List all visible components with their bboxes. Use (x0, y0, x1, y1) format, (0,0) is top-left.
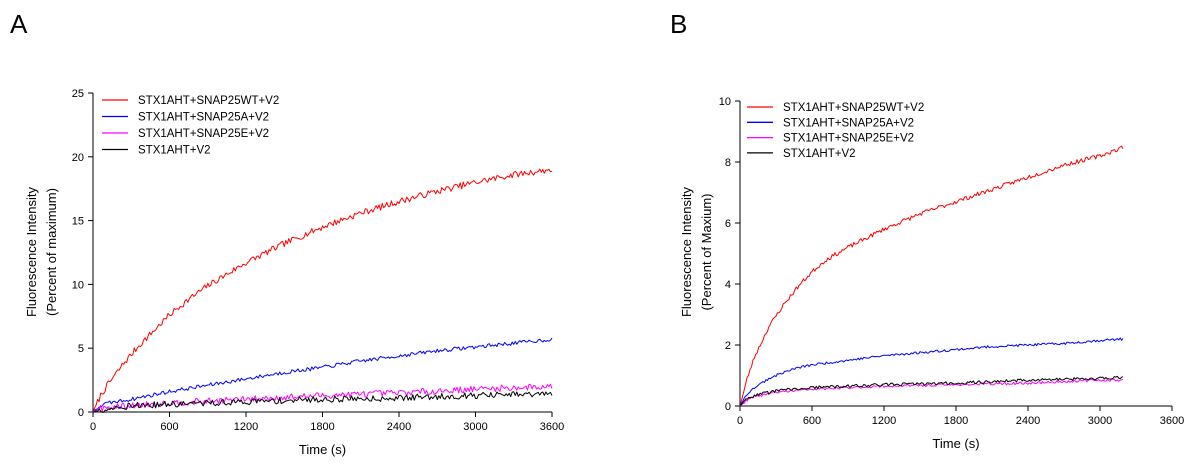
legend-label: STX1AHT+SNAP25A+V2 (138, 112, 269, 124)
legend-label: STX1AHT+SNAP25A+V2 (783, 117, 914, 129)
y-tick-label: 2 (725, 340, 731, 352)
x-tick-label: 2400 (1016, 415, 1040, 427)
y-tick-label: 10 (719, 96, 731, 108)
series-line-1 (739, 337, 1124, 407)
x-tick-label: 3600 (1160, 415, 1184, 427)
panel-label: B (670, 9, 687, 39)
x-axis-title: Time (s) (299, 442, 346, 457)
y-tick-label: 0 (78, 407, 84, 419)
y-tick-label: 5 (78, 343, 84, 355)
legend-label: STX1AHT+SNAP25WT+V2 (138, 95, 279, 107)
panel-a: A 0 600 1200 1800 2400 3000 3600 0 5 10 15 20 25 Time … (10, 9, 564, 457)
x-tick-label: 600 (803, 415, 821, 427)
x-tick-label: 3000 (1088, 415, 1112, 427)
y-tick-label: 8 (725, 157, 731, 169)
series-line-1 (92, 337, 553, 413)
x-tick-label: 1800 (310, 421, 334, 433)
series-line-3 (92, 391, 553, 413)
legend-label: STX1AHT+V2 (783, 148, 856, 160)
y-axis-subtitle: (Percent of Maxium) (699, 193, 714, 310)
y-axis-title: Fluorescence Intensity (679, 186, 694, 317)
x-tick-label: 3000 (463, 421, 487, 433)
x-tick-label: 1200 (234, 421, 258, 433)
y-tick-label: 0 (725, 401, 731, 413)
legend-label: STX1AHT+SNAP25E+V2 (138, 128, 269, 140)
y-tick-label: 4 (725, 279, 731, 291)
legend-label: STX1AHT+SNAP25E+V2 (783, 133, 914, 145)
series-line-0 (92, 168, 553, 413)
x-tick-label: 0 (90, 421, 96, 433)
y-tick-label: 15 (72, 216, 84, 228)
y-axis-subtitle: (Percent of maximum) (44, 188, 59, 316)
y-tick-label: 25 (72, 88, 84, 100)
x-tick-label: 1200 (872, 415, 896, 427)
panel-b: B 0 600 1200 1800 2400 3000 3600 0 2 4 6 8 10 Time (s)… (670, 9, 1184, 451)
y-tick-label: 10 (72, 279, 84, 291)
legend-label: STX1AHT+SNAP25WT+V2 (783, 102, 924, 114)
series-line-3 (739, 375, 1124, 407)
panel-label: A (10, 9, 28, 39)
series-line-0 (739, 145, 1124, 407)
y-tick-label: 20 (72, 152, 84, 164)
y-tick-label: 6 (725, 218, 731, 230)
legend-label: STX1AHT+V2 (138, 145, 211, 157)
series-line-2 (92, 383, 553, 413)
x-tick-label: 2400 (387, 421, 411, 433)
y-axis-title: Fluorescence Intensity (24, 186, 39, 317)
x-tick-label: 3600 (540, 421, 564, 433)
x-tick-label: 600 (160, 421, 178, 433)
x-tick-label: 0 (737, 415, 743, 427)
x-axis-title: Time (s) (932, 436, 979, 451)
x-tick-label: 1800 (944, 415, 968, 427)
series-line-2 (739, 378, 1124, 407)
